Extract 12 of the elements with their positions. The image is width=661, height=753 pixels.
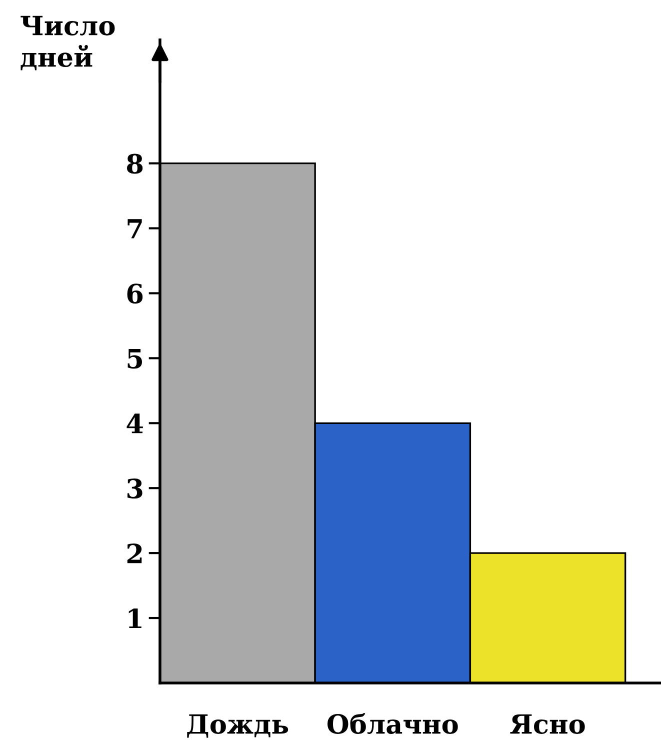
y-axis-title: Число дней	[20, 16, 115, 70]
y-tick-label: 4	[126, 414, 143, 434]
y-tick-label: 7	[128, 219, 142, 238]
y-tick-label: 3	[127, 478, 142, 499]
x-tick-label: Облачно	[327, 713, 458, 734]
y-tick-label: 8	[126, 154, 143, 174]
x-tick-label: Ясно	[510, 714, 585, 734]
y-tick-label: 6	[127, 284, 143, 304]
y-tick-label: 5	[128, 348, 142, 369]
x-tick-label: Дождь	[187, 714, 288, 738]
y-tick-label: 2	[127, 544, 142, 564]
y-tick-label: 1	[128, 608, 142, 628]
